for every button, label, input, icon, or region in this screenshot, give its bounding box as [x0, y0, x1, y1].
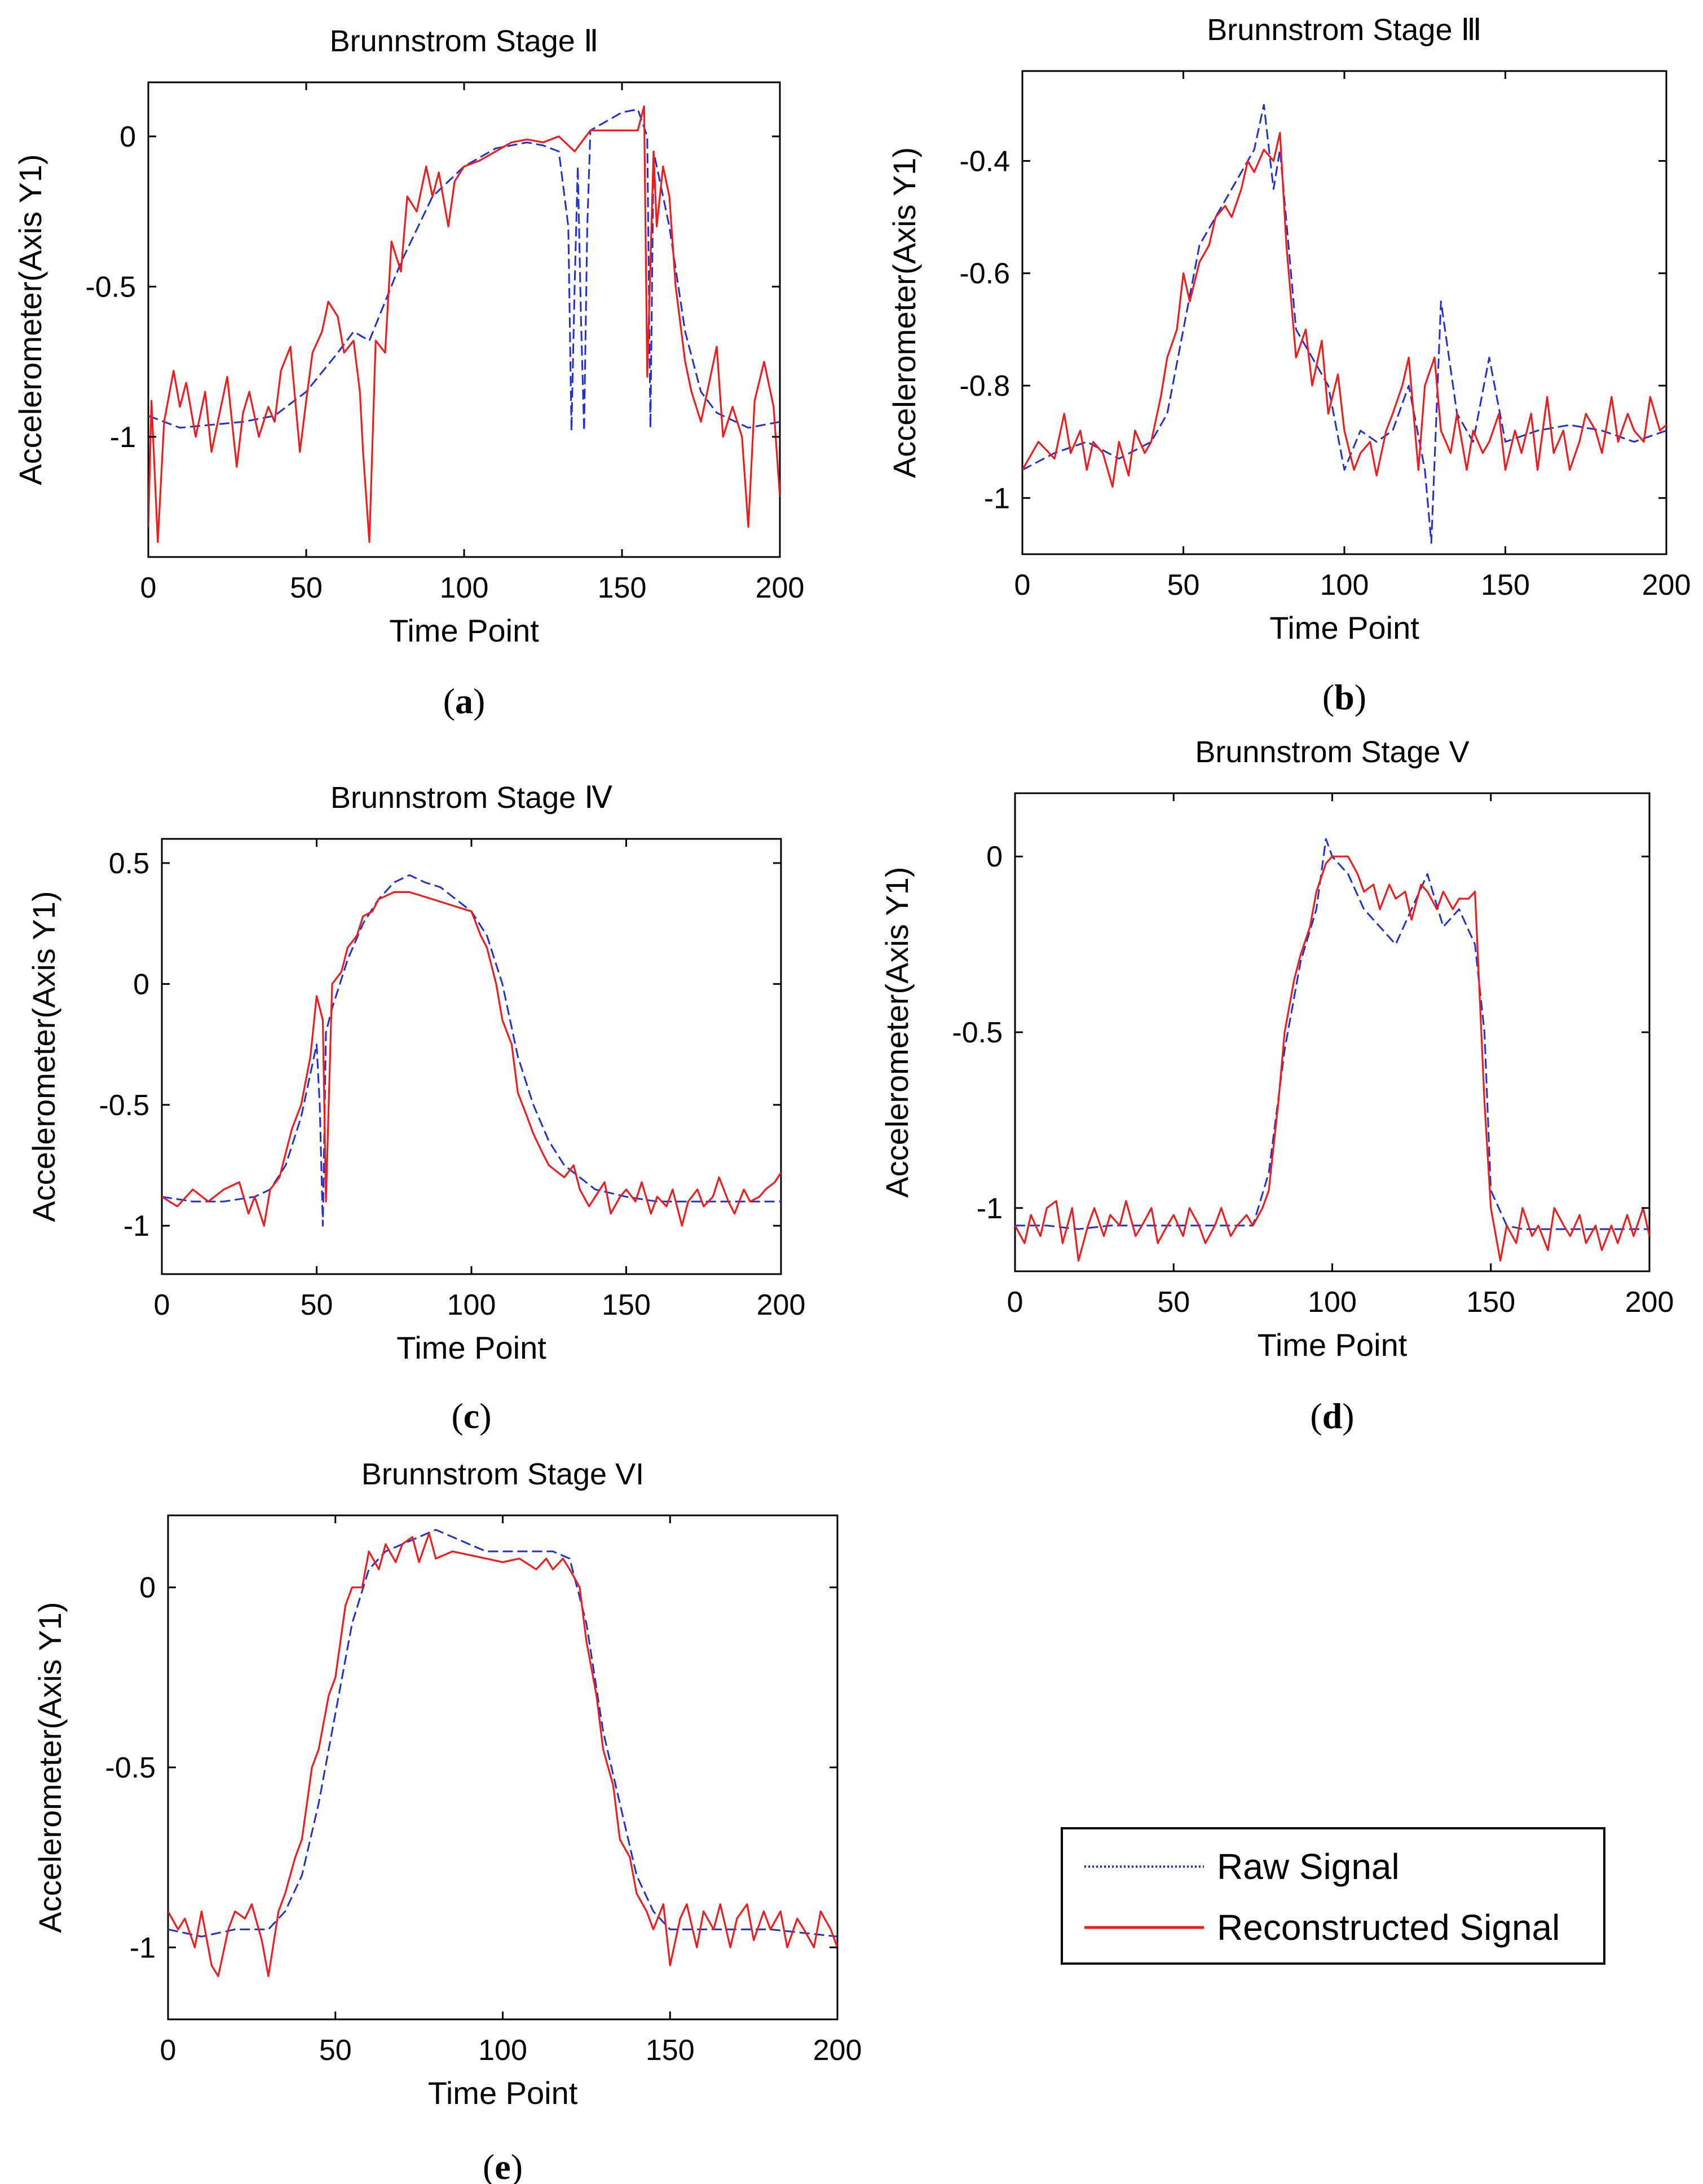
chart-e-ytick-label: 0	[139, 1572, 156, 1604]
chart-b-series-reconstructed	[1022, 132, 1666, 488]
chart-e-xtick-label: 0	[160, 2034, 177, 2067]
legend-box	[1061, 1827, 1605, 1965]
chart-d-xtick-label: 150	[1466, 1286, 1515, 1319]
chart-a-xtick-label: 100	[440, 572, 489, 604]
chart-a: 0 50 100 150 200 -1 -0.5 0 Brunnstrom Stage Ⅱ Tim…	[12, 24, 804, 721]
chart-a-plot-frame	[147, 81, 781, 558]
chart-b-series-raw	[1022, 104, 1666, 544]
chart-d-ylabel: Accelerometer(Axis Y1)	[879, 866, 915, 1197]
chart-c-xtick-label: 200	[757, 1289, 806, 1321]
chart-a-panel-label: (a)	[443, 681, 486, 721]
chart-b-title: Brunnstrom Stage Ⅲ	[1207, 13, 1481, 47]
legend-label-raw: Raw Signal	[1217, 1846, 1400, 1887]
chart-c-panel-label: (c)	[451, 1396, 491, 1436]
chart-a-ytick-label: -1	[110, 421, 136, 454]
chart-e-ylabel: Accelerometer(Axis Y1)	[32, 1602, 68, 1933]
chart-e-xtick-label: 50	[319, 2034, 352, 2067]
chart-d-xtick-label: 100	[1308, 1286, 1357, 1319]
chart-c-xlabel: Time Point	[396, 1330, 546, 1365]
legend-label-reconstructed: Reconstructed Signal	[1217, 1907, 1560, 1948]
chart-c-ytick-label: 0.5	[109, 847, 149, 880]
chart-d-panel-label: (d)	[1310, 1396, 1354, 1436]
chart-d: 0 50 100 150 200 -1 -0.5 0 Brunnstrom Stage V Tim…	[879, 735, 1674, 1436]
chart-b-xtick-label: 200	[1642, 569, 1691, 602]
chart-a-xlabel: Time Point	[389, 613, 539, 648]
chart-d-ytick-label: -0.5	[952, 1016, 1003, 1049]
chart-b-panel-label: (b)	[1322, 677, 1366, 717]
chart-c-xtick-label: 150	[602, 1289, 651, 1321]
chart-b-ytick-label: -1	[984, 482, 1010, 515]
chart-c-xtick-label: 0	[154, 1289, 170, 1321]
chart-d-ytick-label: 0	[986, 841, 1003, 873]
chart-b-xtick-label: 50	[1167, 569, 1200, 602]
chart-e-xtick-label: 150	[646, 2034, 695, 2067]
chart-b-ytick-label: -0.8	[959, 370, 1010, 403]
chart-e-panel-label: (e)	[483, 2147, 523, 2184]
chart-e-plot-frame	[167, 1514, 839, 2021]
chart-c-ytick-label: 0	[133, 968, 149, 1001]
chart-e-title: Brunnstrom Stage VI	[361, 1457, 644, 1491]
chart-a-xtick-label: 0	[140, 572, 157, 604]
chart-c: 0 50 100 150 200 -1 -0.5 0 0.5 Brunnstrom Stage Ⅳ…	[26, 781, 805, 1436]
chart-c-xtick-label: 100	[447, 1289, 496, 1321]
chart-d-xlabel: Time Point	[1258, 1327, 1408, 1363]
chart-a-title: Brunnstrom Stage Ⅱ	[330, 24, 599, 58]
chart-a-xtick-label: 150	[598, 572, 647, 604]
chart-d-title: Brunnstrom Stage V	[1195, 735, 1469, 769]
chart-b-xlabel: Time Point	[1269, 610, 1419, 646]
chart-e: 0 50 100 150 200 -1 -0.5 0 Brunnstrom Stage VI Ti…	[32, 1457, 862, 2184]
chart-a-ytick-label: -0.5	[85, 271, 136, 303]
chart-b-xtick-label: 150	[1481, 569, 1530, 602]
chart-b-ytick-label: -0.6	[959, 258, 1010, 290]
chart-d-plot-frame	[1014, 792, 1651, 1272]
chart-e-xtick-label: 200	[813, 2034, 862, 2067]
chart-a-ylabel: Accelerometer(Axis Y1)	[12, 154, 48, 485]
chart-a-series-reconstructed	[148, 105, 780, 543]
chart-d-xtick-label: 0	[1007, 1286, 1023, 1319]
chart-e-xlabel: Time Point	[428, 2075, 578, 2111]
chart-c-ylabel: Accelerometer(Axis Y1)	[26, 891, 61, 1222]
chart-c-xtick-label: 50	[301, 1289, 333, 1321]
chart-e-ytick-label: -0.5	[105, 1752, 156, 1784]
chart-e-xtick-label: 100	[478, 2034, 527, 2067]
chart-a-ytick-label: 0	[120, 121, 136, 153]
chart-c-series-reconstructed	[162, 891, 781, 1227]
chart-b-plot-frame	[1021, 70, 1667, 555]
chart-a-xtick-label: 50	[290, 572, 323, 604]
chart-a-series-raw	[148, 108, 780, 432]
chart-d-xtick-label: 50	[1157, 1286, 1190, 1319]
chart-c-title: Brunnstrom Stage Ⅳ	[330, 781, 612, 815]
chart-c-plot-frame	[161, 838, 782, 1275]
chart-b-ylabel: Accelerometer(Axis Y1)	[886, 147, 922, 478]
chart-e-series-reconstructed	[168, 1532, 837, 1977]
chart-e-ytick-label: -1	[130, 1931, 156, 1964]
chart-b: 0 50 100 150 200 -1 -0.8 -0.6 -0.4 Brunnstrom Sta…	[886, 13, 1691, 717]
chart-b-xtick-label: 100	[1320, 569, 1369, 602]
legend: Raw Signal Reconstructed Signal	[1061, 1827, 1605, 1965]
chart-d-xtick-label: 200	[1625, 1286, 1674, 1319]
chart-d-series-reconstructed	[1015, 855, 1649, 1262]
chart-b-xtick-label: 0	[1014, 569, 1031, 602]
chart-d-ytick-label: -1	[977, 1192, 1003, 1225]
chart-c-ytick-label: -1	[123, 1210, 149, 1243]
chart-b-ytick-label: -0.4	[959, 145, 1010, 178]
chart-a-xtick-label: 200	[756, 572, 805, 604]
chart-c-ytick-label: -0.5	[99, 1089, 149, 1122]
chart-e-series-raw	[168, 1529, 837, 1938]
